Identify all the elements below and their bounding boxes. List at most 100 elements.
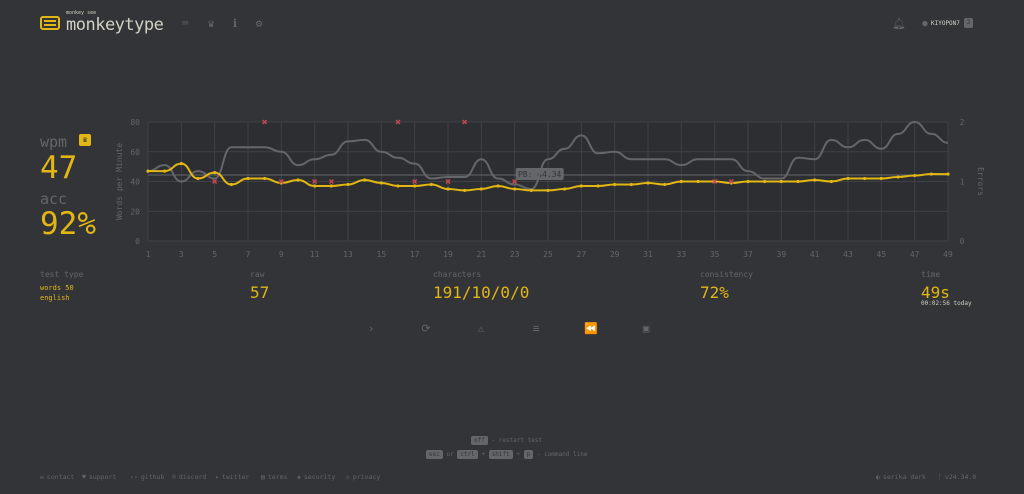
wpm-point (863, 176, 867, 181)
error-marker (212, 179, 218, 184)
wpm-point (229, 182, 233, 187)
y-tick-label: 80 (130, 118, 140, 127)
x-tick-label: 37 (743, 250, 753, 259)
time-value: 49s (921, 283, 950, 302)
shield-icon: ◈ (297, 473, 301, 481)
gear-icon[interactable]: ⚙ (255, 17, 263, 30)
footer-support[interactable]: ♥ support (82, 473, 116, 481)
wpm-point (413, 184, 417, 188)
characters-value: 191/10/0/0 (433, 283, 530, 302)
wpm-point (946, 172, 950, 176)
footer-discord[interactable]: ☺ discord (172, 473, 206, 481)
username[interactable]: KIYOPON7 (931, 20, 960, 27)
wpm-point (879, 176, 883, 181)
characters-label: characters (433, 270, 482, 279)
footer-link-label: contact (46, 473, 75, 481)
footer-link-label: discord (178, 473, 207, 481)
replay-icon[interactable]: ⏪ (584, 322, 598, 335)
consistency-value: 72% (700, 283, 729, 302)
envelope-icon: ✉ (40, 473, 44, 481)
x-tick-label: 5 (212, 250, 217, 259)
words-history-icon[interactable]: ≡ (532, 322, 540, 335)
key-esc: esc (426, 450, 443, 459)
keyboard-icon[interactable]: ⌨ (181, 17, 189, 30)
y-tick-label: 40 (130, 178, 140, 187)
wpm-point (613, 182, 617, 187)
acc-label: acc (40, 190, 68, 208)
key-off: off (471, 436, 488, 445)
acc-value: 92% (40, 206, 96, 242)
theme-button[interactable]: ◐ serika dark (876, 473, 926, 481)
donate-icon: ♥ (82, 473, 86, 481)
y-tick-label: 60 (130, 148, 140, 157)
footer-github[interactable]: ‹› github (130, 473, 164, 481)
y-tick-label: 20 (130, 207, 140, 216)
footer-terms[interactable]: ▤ terms (261, 473, 288, 481)
y2-tick-label: 1 (960, 178, 965, 187)
user-icon[interactable]: ● (922, 19, 928, 29)
footer-security[interactable]: ◈ security (297, 473, 335, 481)
wpm-point (329, 184, 333, 188)
logo-icon[interactable] (40, 16, 60, 30)
document-icon: ▤ (261, 473, 265, 481)
twitter-icon: ✦ (215, 473, 219, 481)
hint-restart-text: - restart test (491, 437, 543, 444)
footer-link-label: twitter (221, 473, 250, 481)
error-marker (395, 119, 401, 125)
hint-plus-2: + (516, 451, 520, 458)
wpm-point (629, 182, 633, 187)
x-tick-label: 49 (943, 250, 953, 259)
wpm-point (363, 178, 367, 182)
x-tick-label: 1 (146, 250, 151, 259)
wpm-point (829, 179, 833, 184)
wpm-point (379, 181, 383, 185)
footer-contact[interactable]: ✉ contact (40, 473, 74, 481)
wpm-point (146, 169, 150, 173)
error-marker (728, 179, 734, 184)
bell-icon[interactable]: 🔔︎ (892, 17, 906, 30)
info-icon[interactable]: ℹ (232, 17, 238, 30)
footer-link-label: support (88, 473, 117, 481)
footer-twitter[interactable]: ✦ twitter (215, 473, 249, 481)
error-marker (262, 119, 268, 125)
branch-icon: ᚴ (938, 473, 942, 481)
code-icon: ‹› (130, 473, 138, 481)
restart-icon[interactable]: ⟳ (421, 322, 431, 335)
y2-tick-label: 0 (960, 237, 965, 246)
wpm-point (746, 179, 750, 184)
x-tick-label: 15 (377, 250, 387, 259)
wpm-point (563, 187, 567, 191)
wpm-point (546, 188, 550, 193)
screenshot-icon[interactable]: ▣ (642, 322, 650, 335)
wpm-label: wpm (40, 133, 68, 151)
x-tick-label: 25 (543, 250, 553, 259)
error-marker (445, 179, 451, 184)
wpm-point (179, 162, 183, 166)
crown-icon[interactable]: ♛ (207, 17, 215, 30)
wpm-point (429, 182, 433, 187)
wpm-point (479, 187, 483, 191)
error-marker (278, 179, 284, 184)
error-marker (512, 179, 518, 184)
brand-title[interactable]: monkeytype (66, 15, 164, 35)
x-tick-label: 47 (910, 250, 920, 259)
next-test-icon[interactable]: › (367, 322, 375, 335)
personal-best-crown-icon: ♛ (79, 134, 91, 146)
footer-privacy[interactable]: ▫ privacy (346, 473, 380, 481)
wpm-point (763, 179, 767, 184)
time-label: time (921, 270, 941, 279)
wpm-point (596, 184, 600, 188)
wpm-point (246, 176, 250, 181)
y-axis-title: Words per Minute (115, 143, 124, 220)
warning-icon[interactable]: ⚠ (477, 322, 485, 335)
wpm-point (196, 176, 200, 181)
x-tick-label: 29 (610, 250, 620, 259)
error-marker (412, 179, 418, 184)
wpm-point (263, 176, 267, 181)
wpm-point (779, 179, 783, 184)
footer-link-label: privacy (352, 473, 381, 481)
raw-value: 57 (250, 283, 270, 302)
palette-icon: ◐ (876, 473, 880, 481)
version-link[interactable]: ᚴ v24.34.0 (938, 473, 976, 481)
